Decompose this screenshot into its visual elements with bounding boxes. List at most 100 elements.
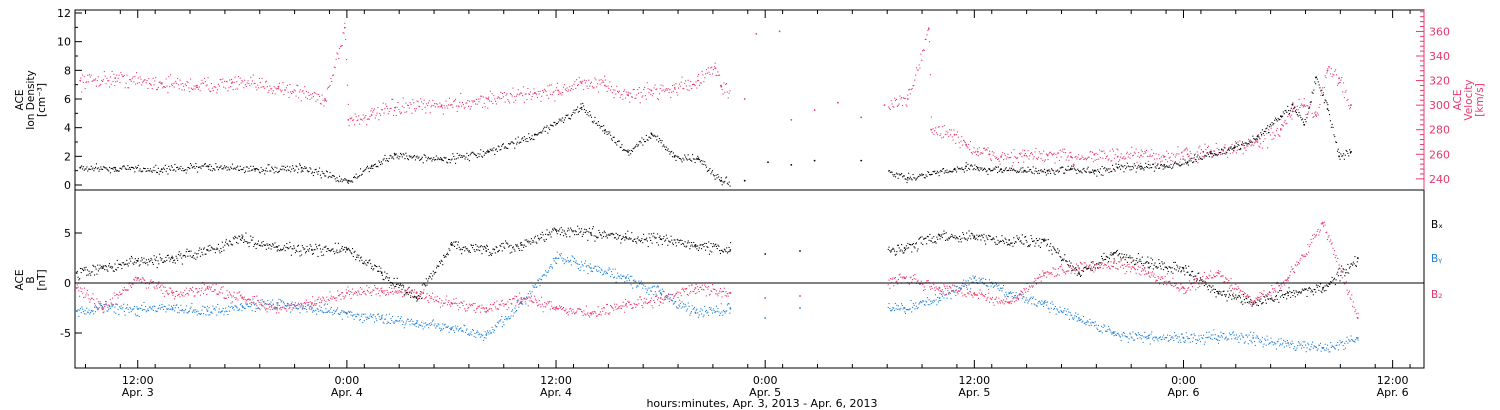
density-point-1194	[1278, 119, 1280, 121]
bx-point-484	[456, 248, 458, 250]
density-point-740	[725, 177, 727, 179]
velocity-point-869	[995, 157, 997, 159]
bx-point-289	[303, 248, 305, 250]
by-point-730	[649, 287, 651, 289]
by-point-570	[523, 297, 525, 299]
by-point-8	[83, 311, 85, 313]
bx-point-1028	[1039, 246, 1041, 248]
density-point-119	[183, 169, 185, 171]
by-point-139	[185, 305, 187, 307]
density-point-1035	[1139, 168, 1141, 170]
density-point-716	[704, 161, 706, 163]
density-anchor-27	[976, 166, 979, 169]
velocity-point-1259	[1335, 69, 1337, 71]
density-point-484	[502, 144, 504, 146]
bx-point-996	[1014, 241, 1016, 243]
bx-point-10	[84, 269, 86, 271]
bx-point-639	[577, 233, 579, 235]
by-point-77	[137, 314, 139, 316]
velocity-point-1078	[1177, 146, 1179, 148]
density-point-1168	[1255, 138, 1257, 140]
density-point-287	[330, 176, 332, 178]
velocity-point-380	[411, 112, 413, 114]
density-point-482	[500, 149, 502, 151]
velocity-point-1022	[1128, 153, 1130, 155]
velocity-point-222	[273, 86, 275, 88]
density-anchor-29	[1000, 168, 1002, 171]
velocity-point-599	[602, 80, 604, 82]
by-point-477	[450, 329, 452, 331]
by-point-141	[187, 312, 189, 314]
bx-point-1130	[1119, 256, 1121, 258]
velocity-point-934	[1051, 154, 1053, 156]
bx-point-1350	[1292, 295, 1294, 297]
bx-point-1176	[1155, 266, 1157, 268]
velocity-point-906	[1027, 150, 1029, 152]
bx-point-640	[578, 228, 580, 230]
bx-point-721	[642, 242, 644, 244]
density-point-454	[475, 155, 477, 157]
velocity-point-902	[1024, 149, 1026, 151]
by-point-246	[269, 303, 271, 305]
bx-point-566	[520, 242, 522, 244]
velocity-point-262	[308, 94, 310, 96]
bx-point-1031	[1042, 239, 1044, 241]
by-point-300	[312, 311, 314, 313]
bx-point-245	[268, 244, 270, 246]
density-point-164	[223, 167, 225, 169]
density-point-423	[448, 159, 450, 161]
bx-point-1292	[1246, 301, 1248, 303]
velocity-point-692	[683, 88, 685, 90]
by-point-829	[726, 304, 728, 306]
density-point-1058	[1160, 164, 1162, 166]
velocity-anchor-13	[533, 92, 536, 94]
by-point-607	[552, 258, 554, 260]
velocity-point-808	[942, 126, 944, 128]
bx-point-1043	[1051, 253, 1053, 255]
density-point-898	[1020, 167, 1022, 169]
bx-point-942	[972, 234, 974, 236]
density-point-104	[170, 165, 172, 167]
by-point-764	[675, 306, 677, 308]
bx-point-558	[514, 250, 516, 252]
velocity-point-272	[317, 99, 319, 101]
bx-point-1311	[1261, 302, 1263, 304]
bx-point-892	[933, 236, 935, 238]
density-point-778	[915, 178, 917, 180]
density-point-787	[923, 177, 925, 179]
velocity-point-1268	[1343, 82, 1345, 84]
bx-point-976	[999, 241, 1001, 243]
velocity-point-296	[338, 57, 340, 59]
velocity-point-133	[196, 87, 198, 89]
density-point-885	[1009, 167, 1011, 169]
velocity-point-1206	[1288, 114, 1290, 116]
bx-point-1126	[1116, 249, 1118, 251]
density-point-393	[422, 162, 424, 164]
by-point-672	[603, 271, 605, 273]
bx-point-131	[179, 255, 181, 257]
velocity-point-1228	[1308, 111, 1310, 113]
bx-point-944	[974, 235, 976, 237]
by-point-522	[486, 332, 488, 334]
bx-point-145	[190, 250, 192, 252]
bx-point-936	[967, 237, 969, 239]
density-point-321	[360, 168, 362, 170]
velocity-point-33	[109, 86, 111, 88]
velocity-point-626	[625, 91, 627, 93]
density-point-566	[573, 109, 575, 111]
by-point-183	[220, 312, 222, 314]
bx-point-216	[246, 241, 248, 243]
bx-point-212	[243, 241, 245, 243]
density-point-879	[1004, 170, 1006, 172]
density-point-1229	[1309, 107, 1311, 109]
velocity-point-629	[628, 92, 630, 94]
velocity-point-82	[151, 88, 153, 90]
bx-point-95	[151, 259, 153, 261]
bx-point-1245	[1210, 291, 1212, 293]
bx-point-985	[1006, 241, 1008, 243]
by-point-219	[248, 306, 250, 308]
by-point-104	[158, 307, 160, 309]
velocity-point-441	[464, 106, 466, 108]
bx-point-468	[443, 256, 445, 258]
bx-point-663	[596, 237, 598, 239]
